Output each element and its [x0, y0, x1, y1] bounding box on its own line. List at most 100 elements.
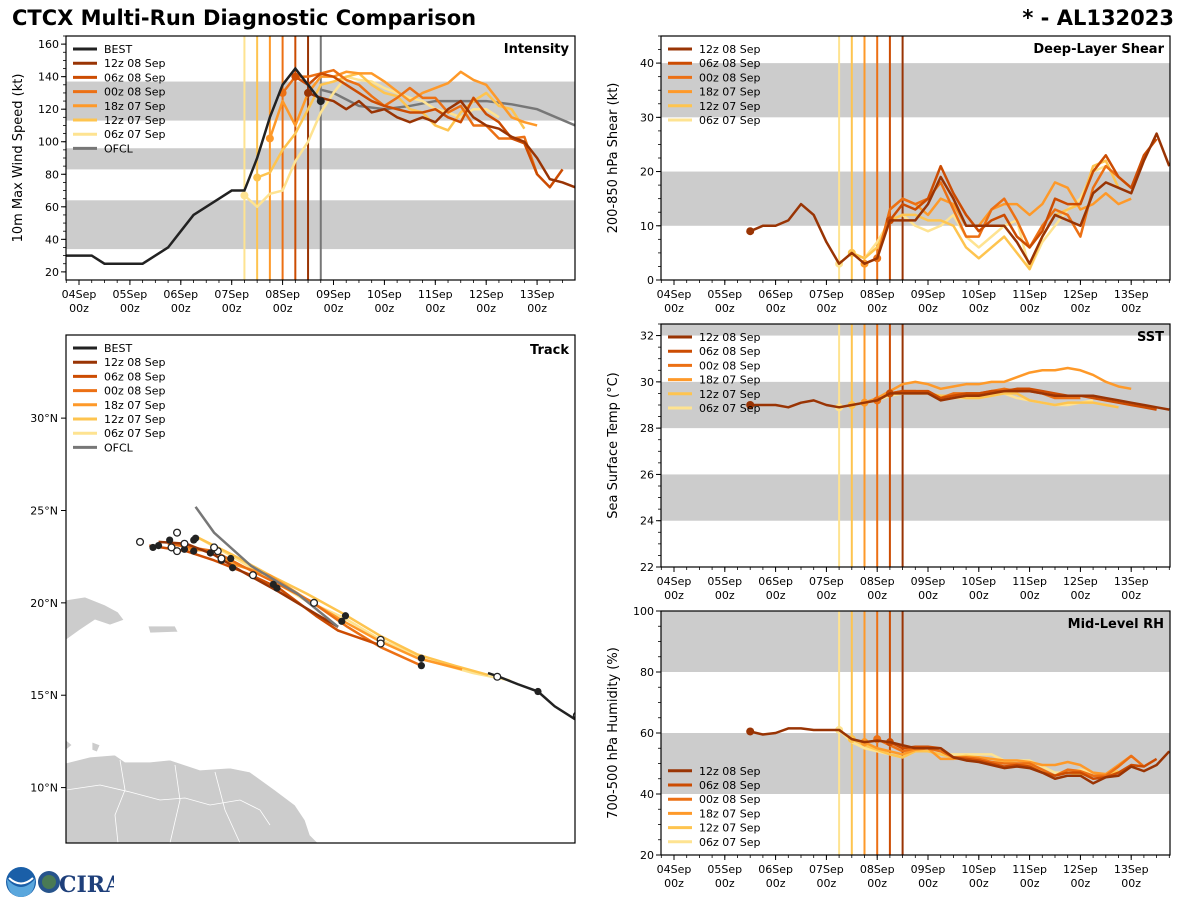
- init-point: [746, 227, 755, 236]
- x-tick-label-hour: 00z: [715, 589, 735, 602]
- south-america-shape: [66, 754, 319, 843]
- x-tick-label-hour: 00z: [222, 302, 242, 315]
- track-marker-filled: [190, 547, 198, 555]
- x-tick-label-hour: 00z: [171, 302, 191, 315]
- legend-label: 06z 07 Sep: [104, 128, 166, 141]
- legend-label: 06z 07 Sep: [699, 114, 761, 127]
- legend-label: 12z 07 Sep: [699, 100, 761, 113]
- x-tick-label-hour: 00z: [425, 302, 445, 315]
- rh-y-axis-label: 700-500 hPa Humidity (%): [606, 647, 621, 819]
- legend-label: 18z 07 Sep: [104, 399, 166, 412]
- y-tick-label: 40: [45, 233, 59, 246]
- shaded-band: [661, 381, 1170, 429]
- x-tick-label-hour: 00z: [375, 302, 395, 315]
- series-line-12z-08-Sep: [749, 727, 1170, 785]
- x-tick-label: 05Sep: [113, 288, 148, 301]
- series-line-18z-07-Sep: [863, 741, 1132, 776]
- x-tick-label: 07Sep: [809, 863, 844, 876]
- shaded-band: [661, 733, 1170, 794]
- y-tick-label: 40: [640, 788, 654, 801]
- track-marker-open: [248, 571, 257, 580]
- y-tick-label: 32: [640, 330, 654, 343]
- legend-label: 06z 07 Sep: [104, 427, 166, 440]
- x-tick-label-hour: 00z: [918, 302, 938, 315]
- x-tick-label-hour: 00z: [1071, 302, 1091, 315]
- land-mass: [66, 596, 319, 843]
- shear-panel: 01020304004Sep00z05Sep00z06Sep00z07Sep00…: [606, 35, 1171, 315]
- legend-label: 00z 08 Sep: [699, 359, 761, 372]
- legend-label: 18z 07 Sep: [104, 100, 166, 113]
- series-line-12z-08-Sep: [750, 389, 1170, 411]
- x-tick-label-hour: 00z: [1121, 589, 1141, 602]
- x-tick-label-hour: 00z: [715, 302, 735, 315]
- x-tick-label: 12Sep: [469, 288, 504, 301]
- shear-panel-title: Deep-Layer Shear: [1033, 42, 1164, 57]
- legend-label: 00z 08 Sep: [104, 86, 166, 99]
- x-tick-label: 09Sep: [316, 288, 351, 301]
- noaa-logo-icon: [6, 867, 36, 897]
- x-tick-label-hour: 00z: [817, 589, 837, 602]
- intensity-y-axis-label: 10m Max Wind Speed (kt): [11, 74, 26, 243]
- track-marker-filled: [228, 564, 237, 572]
- x-tick-label: 08Sep: [860, 288, 895, 301]
- y-tick-label: 10: [640, 220, 654, 233]
- best-track-line: [66, 66, 322, 265]
- legend-label: 06z 08 Sep: [104, 370, 166, 383]
- x-tick-label: 12Sep: [1063, 863, 1098, 876]
- x-tick-label: 05Sep: [707, 288, 742, 301]
- y-tick-label: 20: [45, 266, 59, 279]
- logo-group: CIRA: [6, 867, 114, 898]
- track-marker-filled: [180, 545, 189, 553]
- x-tick-label: 11Sep: [1012, 575, 1047, 588]
- legend-label: 00z 08 Sep: [699, 793, 761, 806]
- shaded-band: [661, 63, 1170, 118]
- intensity-panel: 2040608010012014016004Sep00z05Sep00z06Se…: [11, 35, 576, 315]
- x-tick-label-hour: 00z: [766, 589, 786, 602]
- track-line-12z-08-Sep: [158, 540, 339, 628]
- x-tick-label: 12Sep: [1063, 288, 1098, 301]
- hispaniola-shape: [66, 596, 125, 641]
- y-tick-label: 60: [640, 727, 654, 740]
- shear-y-axis-label: 200-850 hPa Shear (kt): [606, 83, 621, 234]
- x-tick-label: 05Sep: [707, 863, 742, 876]
- x-tick-label: 04Sep: [657, 288, 692, 301]
- x-tick-label: 13Sep: [1114, 288, 1149, 301]
- legend-label: 06z 08 Sep: [104, 71, 166, 84]
- init-point: [746, 727, 755, 736]
- track-line-06z-08-Sep: [149, 544, 382, 647]
- series-line-12z-08-Sep: [749, 132, 1170, 265]
- track-marker-open: [180, 539, 189, 548]
- x-tick-label: 12Sep: [1063, 575, 1098, 588]
- lat-tick-label: 15°N: [30, 689, 58, 702]
- init-point: [253, 173, 262, 182]
- sst-plot-area: [746, 324, 1170, 567]
- x-tick-label: 10Sep: [961, 575, 996, 588]
- island-shape: [66, 739, 73, 751]
- y-tick-label: 80: [640, 666, 654, 679]
- legend-label: 06z 08 Sep: [699, 57, 761, 70]
- legend-label: 12z 08 Sep: [104, 57, 166, 70]
- track-plot-area: [66, 506, 575, 843]
- lat-tick-label: 30°N: [30, 412, 58, 425]
- x-tick-label: 08Sep: [860, 575, 895, 588]
- x-tick-label-hour: 00z: [1121, 302, 1141, 315]
- x-tick-label: 04Sep: [657, 863, 692, 876]
- x-tick-label: 07Sep: [809, 575, 844, 588]
- track-marker-open: [217, 554, 226, 563]
- y-tick-label: 60: [45, 201, 59, 214]
- legend-label: 18z 07 Sep: [699, 807, 761, 820]
- x-tick-label-hour: 00z: [867, 302, 887, 315]
- x-tick-label: 04Sep: [62, 288, 97, 301]
- track-marker-filled: [417, 662, 425, 670]
- rh-panel-title: Mid-Level RH: [1068, 617, 1164, 632]
- x-tick-label: 08Sep: [265, 288, 300, 301]
- y-tick-label: 22: [640, 561, 654, 574]
- x-tick-label-hour: 00z: [715, 877, 735, 890]
- series-line-06z-07-Sep: [243, 75, 500, 209]
- series-line-12z-08-Sep: [307, 91, 575, 189]
